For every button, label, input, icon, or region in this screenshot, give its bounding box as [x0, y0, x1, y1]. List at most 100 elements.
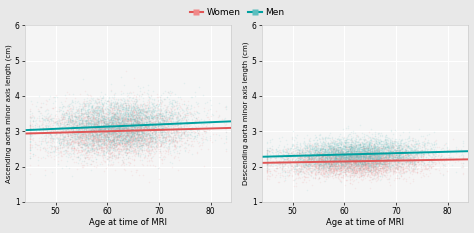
Point: [382, 169, 389, 172]
Point: [106, 106, 114, 109]
Point: [124, 116, 132, 119]
Point: [43, 129, 51, 132]
Point: [353, 169, 360, 173]
Point: [303, 160, 311, 163]
Point: [75, 130, 83, 134]
Point: [322, 160, 329, 164]
Point: [159, 149, 166, 153]
Point: [148, 123, 156, 127]
Point: [353, 150, 360, 154]
Point: [119, 123, 127, 127]
Point: [88, 138, 96, 141]
Point: [376, 147, 384, 151]
Point: [94, 138, 101, 141]
Point: [106, 151, 113, 154]
Point: [366, 152, 374, 156]
Point: [64, 142, 71, 146]
Point: [100, 135, 108, 138]
Point: [75, 137, 82, 141]
Point: [344, 174, 351, 178]
Point: [320, 171, 328, 175]
Point: [372, 169, 379, 172]
Point: [100, 160, 108, 163]
Point: [340, 149, 348, 153]
Point: [341, 161, 349, 165]
Point: [387, 156, 394, 160]
Point: [356, 158, 363, 162]
Point: [144, 129, 151, 133]
Point: [98, 127, 106, 131]
Point: [129, 121, 137, 125]
Point: [362, 151, 369, 155]
Point: [365, 148, 372, 152]
Point: [73, 145, 81, 149]
Point: [317, 156, 325, 160]
Point: [66, 118, 74, 122]
Point: [153, 128, 161, 132]
Point: [128, 131, 135, 135]
Point: [356, 155, 363, 159]
Point: [96, 135, 104, 139]
Point: [303, 150, 311, 153]
Point: [91, 122, 99, 126]
Point: [82, 99, 90, 103]
Point: [128, 127, 136, 131]
Point: [103, 144, 110, 147]
Point: [118, 130, 126, 133]
Point: [194, 132, 202, 135]
Point: [329, 171, 337, 175]
Point: [291, 168, 298, 171]
Point: [349, 166, 356, 170]
Point: [124, 120, 131, 123]
Point: [326, 146, 333, 150]
Point: [143, 109, 150, 113]
Point: [101, 155, 109, 158]
Point: [346, 147, 353, 151]
Point: [160, 157, 168, 161]
Point: [374, 154, 381, 157]
Point: [125, 118, 133, 122]
Point: [119, 106, 127, 110]
Point: [86, 122, 93, 125]
Point: [72, 119, 80, 122]
Point: [339, 155, 346, 159]
Point: [88, 127, 95, 131]
Point: [124, 94, 131, 98]
Point: [344, 163, 351, 167]
Point: [123, 123, 130, 126]
Point: [78, 119, 85, 122]
Point: [269, 159, 276, 162]
Point: [93, 142, 101, 146]
Point: [123, 126, 131, 129]
Point: [150, 130, 158, 133]
Point: [145, 92, 152, 96]
Point: [155, 117, 162, 121]
Y-axis label: Ascending aorta minor axis length (cm): Ascending aorta minor axis length (cm): [6, 44, 12, 183]
Point: [84, 136, 92, 139]
Point: [185, 127, 193, 131]
Point: [327, 148, 334, 152]
Point: [82, 128, 90, 132]
Point: [302, 167, 310, 170]
Point: [351, 151, 359, 154]
Point: [360, 160, 368, 163]
Point: [88, 128, 96, 131]
Point: [97, 125, 104, 129]
Point: [67, 106, 74, 110]
Point: [88, 139, 95, 143]
Point: [392, 158, 399, 162]
Point: [401, 154, 408, 158]
Point: [55, 139, 63, 143]
Point: [359, 167, 366, 171]
Point: [403, 146, 410, 150]
Point: [359, 144, 367, 147]
Point: [266, 152, 273, 156]
Point: [342, 152, 349, 155]
Point: [73, 135, 80, 138]
Point: [101, 130, 109, 134]
Point: [374, 168, 382, 172]
Point: [328, 162, 335, 166]
Point: [346, 165, 353, 168]
Point: [36, 145, 44, 148]
Point: [395, 147, 402, 151]
